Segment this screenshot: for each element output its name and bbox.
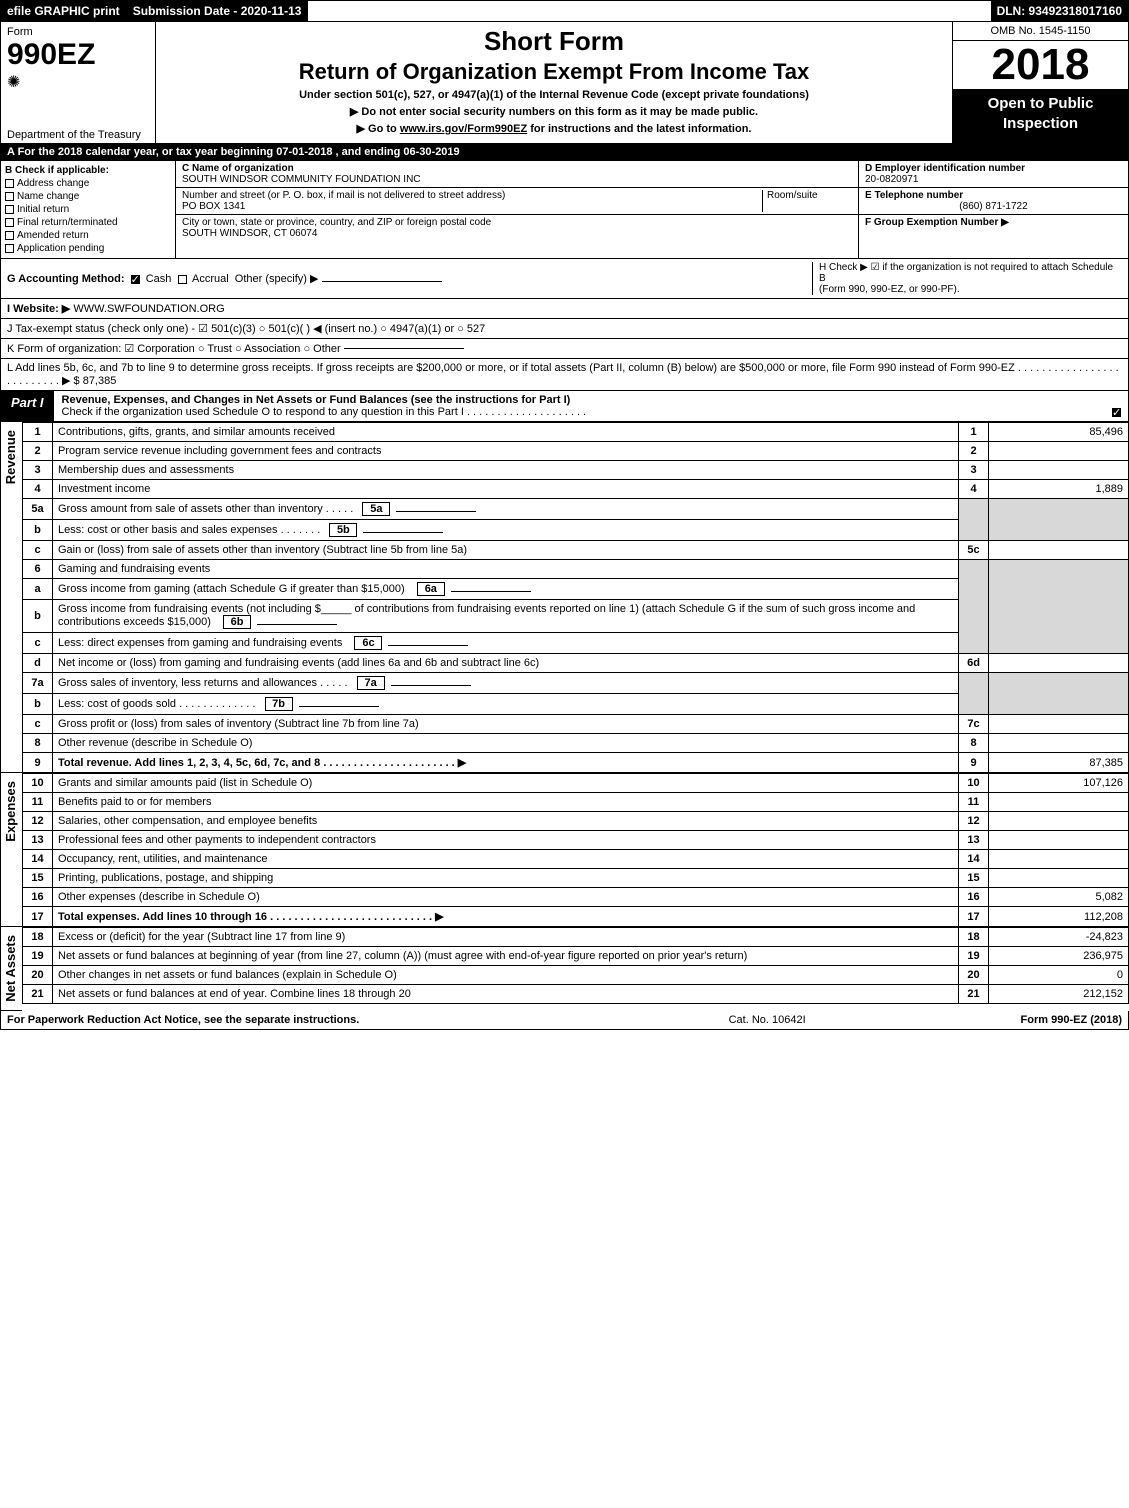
period-mid: , and ending <box>336 146 404 158</box>
row-j: J Tax-exempt status (check only one) - ☑… <box>0 319 1129 339</box>
label-city: City or town, state or province, country… <box>182 217 491 228</box>
page-footer: For Paperwork Reduction Act Notice, see … <box>0 1011 1129 1030</box>
submission-date: Submission Date - 2020-11-13 <box>127 1 309 21</box>
period-begin: 07-01-2018 <box>276 146 332 158</box>
netassets-table: 18Excess or (deficit) for the year (Subt… <box>22 927 1129 1004</box>
sub3-post: for instructions and the latest informat… <box>527 123 751 135</box>
phone-value: (860) 871-1722 <box>865 201 1122 212</box>
label-e: E Telephone number <box>865 190 963 201</box>
part1-tab: Part I <box>1 391 54 421</box>
form-word: Form <box>7 26 149 38</box>
box-c: C Name of organization SOUTH WINDSOR COM… <box>176 161 858 258</box>
topbar: efile GRAPHIC print Submission Date - 20… <box>0 0 1129 22</box>
org-name: SOUTH WINDSOR COMMUNITY FOUNDATION INC <box>182 174 421 185</box>
g-other-input[interactable] <box>322 281 442 282</box>
subtitle-2: ▶ Do not enter social security numbers o… <box>164 105 944 118</box>
org-city: SOUTH WINDSOR, CT 06074 <box>182 228 317 239</box>
label-addr: Number and street (or P. O. box, if mail… <box>182 190 505 201</box>
part1-header: Part I Revenue, Expenses, and Changes in… <box>0 391 1129 422</box>
header-left: Form 990EZ ✺ Department of the Treasury <box>1 22 156 143</box>
part1-check[interactable] <box>1108 391 1128 421</box>
footer-center: Cat. No. 10642I <box>514 1014 1021 1026</box>
j-label: J Tax-exempt status (check only one) - ☑… <box>7 322 485 335</box>
topbar-spacer <box>308 1 990 21</box>
h-text1: H Check ▶ ☑ if the organization is not r… <box>819 262 1122 284</box>
subtitle-3: ▶ Go to www.irs.gov/Form990EZ for instru… <box>164 122 944 135</box>
row-g-h: G Accounting Method: Cash Accrual Other … <box>0 259 1129 299</box>
expenses-vlabel: Expenses <box>0 773 22 927</box>
website-value[interactable]: WWW.SWFOUNDATION.ORG <box>73 303 224 315</box>
subtitle-1: Under section 501(c), 527, or 4947(a)(1)… <box>164 89 944 101</box>
chk-amended-return[interactable]: Amended return <box>5 230 171 241</box>
netassets-vlabel: Net Assets <box>0 927 22 1011</box>
header-right: OMB No. 1545-1150 2018 Open to Public In… <box>953 22 1128 143</box>
open-to-public: Open to Public Inspection <box>953 90 1128 143</box>
row-i: I Website: ▶ WWW.SWFOUNDATION.ORG <box>0 299 1129 319</box>
row-l: L Add lines 5b, 6c, and 7b to line 9 to … <box>0 359 1129 391</box>
part1-title: Revenue, Expenses, and Changes in Net As… <box>62 394 571 406</box>
box-b: B Check if applicable: Address change Na… <box>1 161 176 258</box>
room-suite-label: Room/suite <box>762 190 852 212</box>
efile-print[interactable]: efile GRAPHIC print <box>1 1 127 21</box>
chk-address-change[interactable]: Address change <box>5 178 171 189</box>
chk-cash[interactable] <box>131 275 140 284</box>
label-c: C Name of organization <box>182 163 294 174</box>
part1-desc: Revenue, Expenses, and Changes in Net As… <box>54 391 1108 421</box>
footer-right: Form 990-EZ (2018) <box>1021 1014 1122 1026</box>
box-b-header: B Check if applicable: <box>5 165 109 176</box>
org-addr: PO BOX 1341 <box>182 201 245 212</box>
dept-treasury: Department of the Treasury <box>7 129 149 141</box>
g-label: G Accounting Method: <box>7 273 125 285</box>
short-form-title: Short Form <box>164 26 944 57</box>
box-def: D Employer identification number 20-0820… <box>858 161 1128 258</box>
omb-number: OMB No. 1545-1150 <box>953 22 1128 41</box>
instructions-link[interactable]: www.irs.gov/Form990EZ <box>400 123 527 135</box>
chk-application-pending[interactable]: Application pending <box>5 243 171 254</box>
box-h: H Check ▶ ☑ if the organization is not r… <box>812 262 1122 295</box>
revenue-table: 1Contributions, gifts, grants, and simil… <box>22 422 1129 773</box>
header-center: Short Form Return of Organization Exempt… <box>156 22 953 143</box>
line-a-period: A For the 2018 calendar year, or tax yea… <box>0 144 1129 161</box>
info-block: B Check if applicable: Address change Na… <box>0 161 1129 259</box>
chk-initial-return[interactable]: Initial return <box>5 204 171 215</box>
sub3-pre: ▶ Go to <box>357 123 400 135</box>
return-title: Return of Organization Exempt From Incom… <box>164 59 944 85</box>
chk-name-change[interactable]: Name change <box>5 191 171 202</box>
expenses-table: 10Grants and similar amounts paid (list … <box>22 773 1129 927</box>
form-number: 990EZ <box>7 38 149 72</box>
chk-final-return[interactable]: Final return/terminated <box>5 217 171 228</box>
row-k: K Form of organization: ☑ Corporation ○ … <box>0 339 1129 359</box>
part1-sub: Check if the organization used Schedule … <box>62 406 587 418</box>
tax-year: 2018 <box>953 41 1128 90</box>
i-label: I Website: ▶ <box>7 302 70 315</box>
revenue-vlabel: Revenue <box>0 422 22 773</box>
h-text2: (Form 990, 990-EZ, or 990-PF). <box>819 284 1122 295</box>
k-other-input[interactable] <box>344 348 464 349</box>
form-header: Form 990EZ ✺ Department of the Treasury … <box>0 22 1129 144</box>
l-text: L Add lines 5b, 6c, and 7b to line 9 to … <box>7 362 1122 387</box>
ein-value: 20-0820971 <box>865 174 918 185</box>
footer-left: For Paperwork Reduction Act Notice, see … <box>7 1014 514 1026</box>
label-d: D Employer identification number <box>865 163 1025 174</box>
dln: DLN: 93492318017160 <box>991 1 1128 21</box>
k-label: K Form of organization: ☑ Corporation ○ … <box>7 342 341 355</box>
period-pre: A For the 2018 calendar year, or tax yea… <box>7 146 276 158</box>
period-end: 06-30-2019 <box>403 146 459 158</box>
irs-seal-icon: ✺ <box>7 72 149 92</box>
label-f: F Group Exemption Number ▶ <box>865 217 1009 228</box>
chk-accrual[interactable] <box>178 275 187 284</box>
